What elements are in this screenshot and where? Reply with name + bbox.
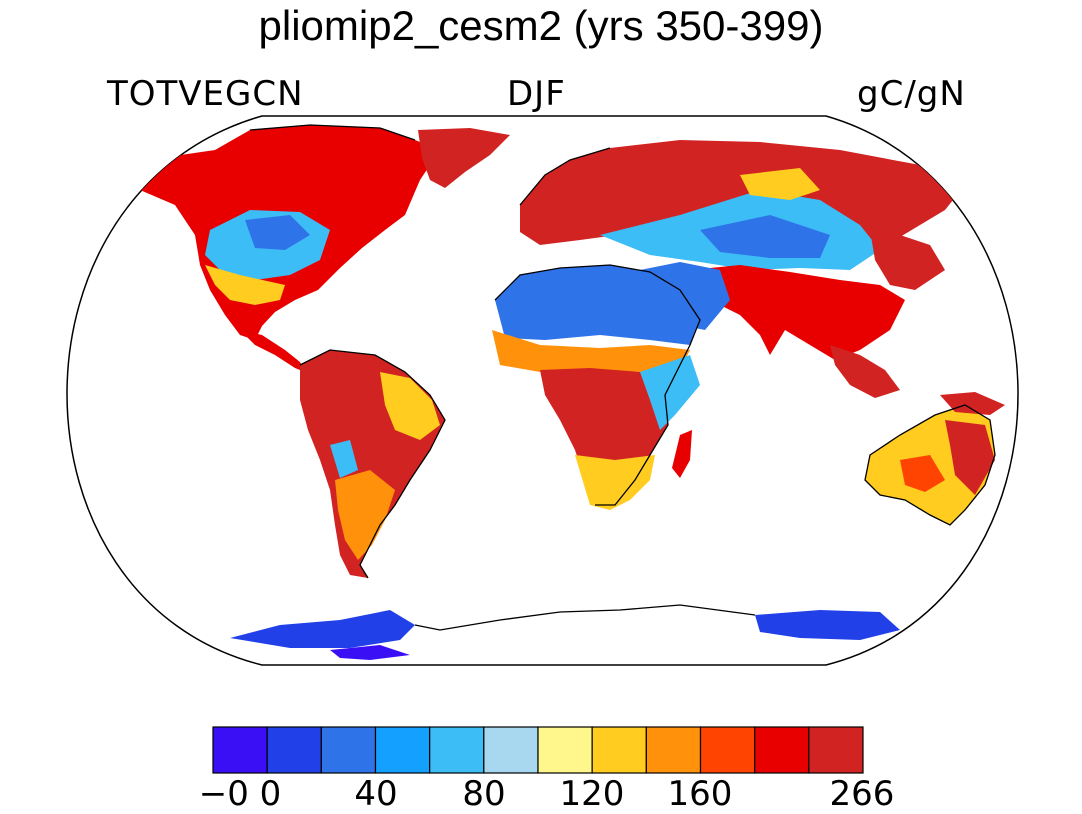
colorbar-tick-label: 160 xyxy=(667,774,733,814)
australia-interior xyxy=(900,455,945,492)
colorbar-box xyxy=(808,726,864,774)
greenland-land xyxy=(418,128,510,188)
colorbar-box xyxy=(645,726,702,774)
australia-east xyxy=(945,420,995,495)
colorbar-tick-label: 120 xyxy=(559,774,625,814)
season-label: DJF xyxy=(507,74,566,114)
colorbar-box xyxy=(320,726,377,774)
south-america-patch xyxy=(330,440,358,478)
eurasia-central-2 xyxy=(700,215,830,258)
north-america-interior-2 xyxy=(245,215,310,250)
north-america-south xyxy=(205,265,285,305)
map-title: pliomip2_cesm2 (yrs 350-399) xyxy=(258,2,824,49)
south-america-south xyxy=(335,470,395,560)
colorbar-tick-label: 40 xyxy=(354,774,398,814)
se-asia-land xyxy=(830,345,900,398)
africa-south xyxy=(575,455,655,510)
eurasia-north-land xyxy=(520,140,965,245)
antarctica-west xyxy=(230,610,415,648)
antarctica-east xyxy=(755,610,900,640)
units-label: gC/gN xyxy=(857,74,966,114)
africa-north xyxy=(495,265,700,345)
colorbar-box xyxy=(212,726,268,774)
new-guinea-land xyxy=(940,392,1005,415)
east-asia-land xyxy=(870,230,945,290)
africa-east xyxy=(640,355,700,430)
colorbar-box xyxy=(591,726,647,774)
colorbar-tick-label: −0 0 xyxy=(198,774,282,814)
land-fill xyxy=(112,125,1018,660)
colorbar-box xyxy=(266,726,322,774)
south-america-east xyxy=(380,372,440,440)
coastlines xyxy=(249,124,996,631)
colorbar-box xyxy=(537,726,593,774)
colorbar-tick-label: 266 xyxy=(829,774,895,814)
madagascar-land xyxy=(672,430,692,478)
colorbar-box xyxy=(754,726,810,774)
colorbar-box xyxy=(699,726,756,774)
colorbar-box xyxy=(429,726,485,774)
eurasia-yellow xyxy=(740,168,820,200)
colorbar-box xyxy=(374,726,431,774)
colorbar-tick-label: 80 xyxy=(462,774,506,814)
central-america-land xyxy=(240,330,305,372)
south-asia-land xyxy=(690,265,905,360)
variable-label: TOTVEGCN xyxy=(107,74,304,114)
antarctica-coast xyxy=(330,645,410,660)
africa-sahel xyxy=(492,330,690,372)
colorbar-box xyxy=(483,726,539,774)
